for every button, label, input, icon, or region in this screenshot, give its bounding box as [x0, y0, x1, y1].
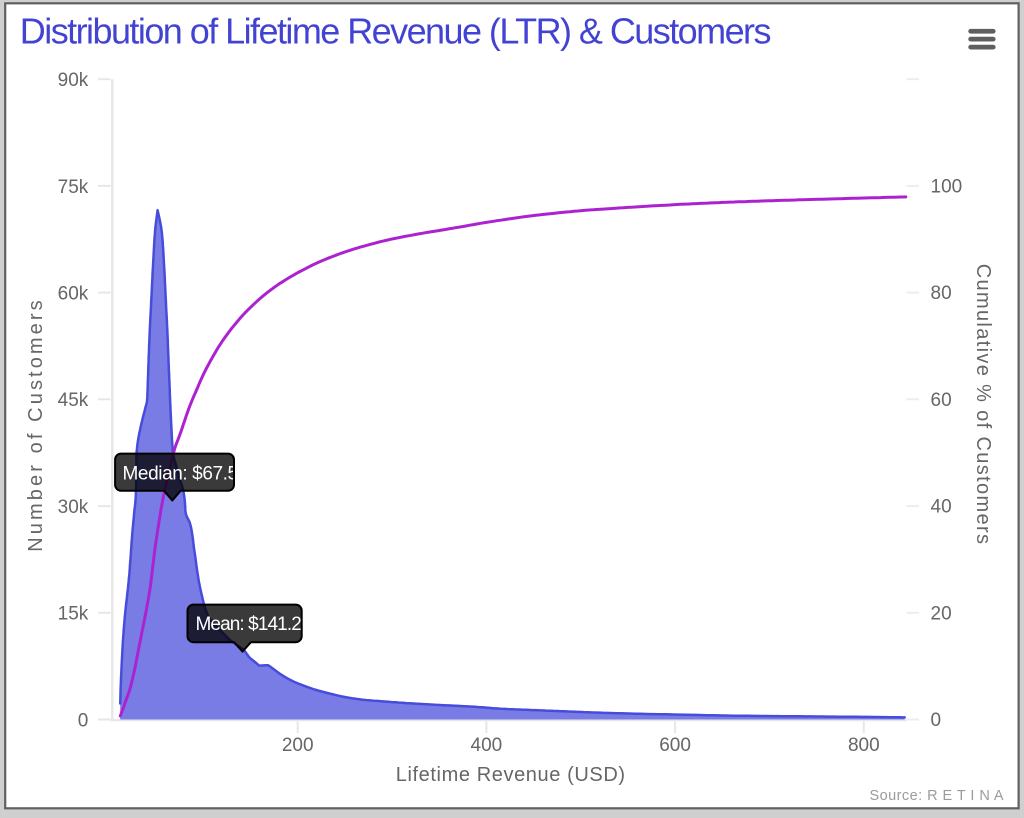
svg-text:Cumulative % of Customers: Cumulative % of Customers	[972, 264, 994, 546]
svg-text:30k: 30k	[58, 497, 89, 518]
svg-text:400: 400	[471, 735, 503, 756]
svg-text:20: 20	[931, 603, 952, 624]
svg-text:100: 100	[931, 177, 963, 198]
svg-text:40: 40	[931, 497, 952, 518]
svg-text:Distribution of Lifetime Reven: Distribution of Lifetime Revenue (LTR) &…	[20, 11, 771, 52]
svg-text:0: 0	[78, 710, 89, 731]
svg-text:600: 600	[659, 735, 691, 756]
svg-text:45k: 45k	[58, 390, 89, 411]
svg-text:200: 200	[282, 735, 314, 756]
svg-text:15k: 15k	[58, 604, 89, 625]
svg-text:Lifetime Revenue (USD): Lifetime Revenue (USD)	[396, 764, 626, 786]
svg-text:800: 800	[848, 735, 880, 756]
svg-text:Number of Customers: Number of Customers	[25, 297, 47, 552]
svg-text:Mean: $141.2: Mean: $141.2	[196, 614, 302, 635]
svg-text:60: 60	[931, 390, 952, 411]
svg-text:0: 0	[931, 710, 942, 731]
svg-text:Median: $67.5: Median: $67.5	[123, 463, 238, 484]
svg-text:80: 80	[931, 283, 952, 304]
svg-text:90k: 90k	[58, 70, 89, 91]
svg-text:Source: R E T I N A: Source: R E T I N A	[870, 788, 1005, 804]
svg-text:75k: 75k	[58, 177, 89, 198]
svg-text:60k: 60k	[58, 284, 89, 305]
